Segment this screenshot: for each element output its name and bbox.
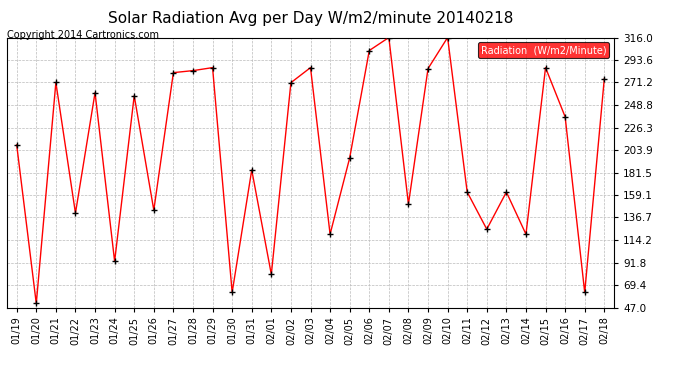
Legend: Radiation  (W/m2/Minute): Radiation (W/m2/Minute) bbox=[477, 42, 609, 58]
Text: Copyright 2014 Cartronics.com: Copyright 2014 Cartronics.com bbox=[7, 30, 159, 40]
Text: Solar Radiation Avg per Day W/m2/minute 20140218: Solar Radiation Avg per Day W/m2/minute … bbox=[108, 11, 513, 26]
